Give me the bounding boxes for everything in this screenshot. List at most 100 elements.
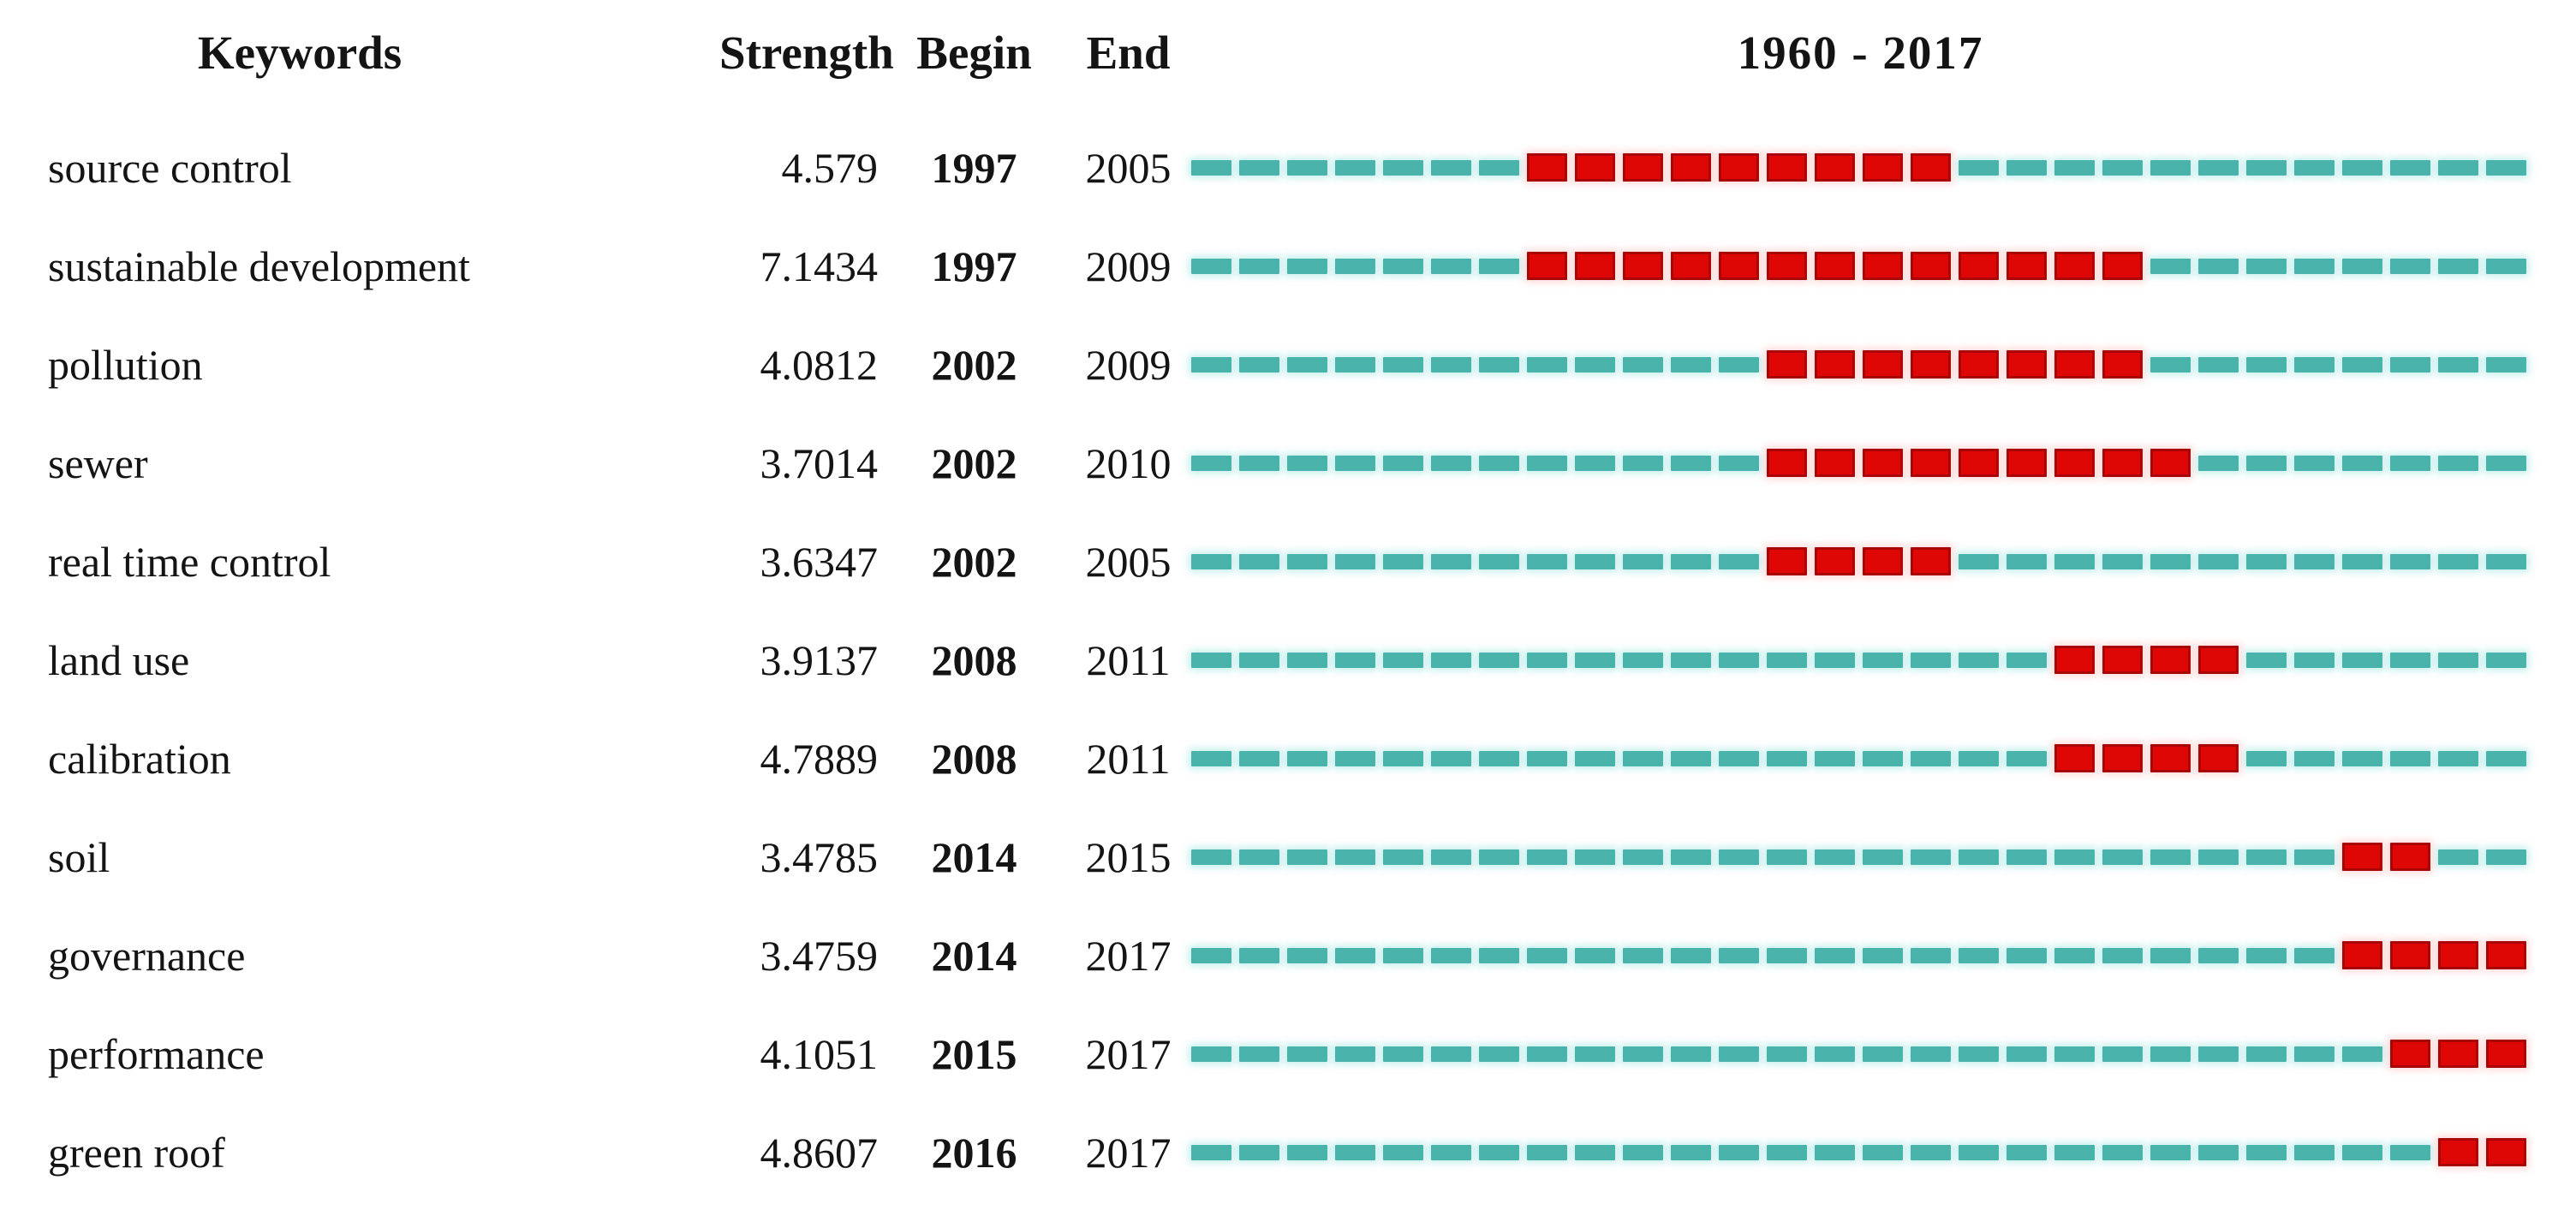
track-year-dash [2486,553,2526,569]
burst-year-dash [2102,449,2143,477]
track-year-dash [1191,652,1231,668]
track-year-dash [1287,159,1327,176]
track-year-dash [1431,1046,1471,1062]
track-year-dash [2102,849,2143,865]
end-year: 2017 [1085,1128,1172,1177]
burst-year-dash [1911,547,1951,575]
track-year-dash [1191,1046,1231,1062]
burst-year-dash [2390,1040,2430,1068]
track-year-dash [1191,553,1231,569]
burst-year-dash [1911,153,1951,182]
track-year-dash [1479,553,1519,569]
burst-year-dash [1911,350,1951,379]
burst-year-dash [1911,449,1951,477]
track-year-dash [1623,1144,1663,1160]
burst-year-dash [1959,252,1999,280]
burst-year-dash [2150,449,2191,477]
track-year-dash [1815,652,1855,668]
track-year-dash [1719,750,1759,766]
burst-year-dash [1767,449,1807,477]
track-year-dash [2342,1046,2382,1062]
track-year-dash [1191,849,1231,865]
burst-year-dash [1911,252,1951,280]
track-year-dash [2294,652,2334,668]
track-year-dash [1335,159,1375,176]
track-year-dash [1623,1046,1663,1062]
track-year-dash [1239,159,1279,176]
table-row: soil 3.4785 2014 2015 [0,808,2576,906]
track-year-dash [2198,1046,2239,1062]
keyword-label: performance [48,1029,265,1078]
timeline-track [1186,252,2535,280]
track-year-dash [2007,947,2047,963]
track-year-dash [1575,652,1615,668]
burst-year-dash [2390,941,2430,969]
track-year-dash [2007,1046,2047,1062]
track-year-dash [1959,1144,1999,1160]
burst-year-dash [2342,941,2382,969]
track-year-dash [2198,356,2239,373]
track-year-dash [1479,652,1519,668]
track-year-dash [1191,1144,1231,1160]
track-year-dash [1527,947,1567,963]
keyword-label: real time control [48,537,331,586]
track-year-dash [1863,849,1903,865]
track-year-dash [2390,455,2430,471]
burst-year-dash [1815,153,1855,182]
track-year-dash [1383,947,1423,963]
burst-year-dash [2054,449,2095,477]
burst-year-dash [2438,941,2478,969]
track-year-dash [1527,356,1567,373]
burst-year-dash [2438,1138,2478,1166]
track-year-dash [1287,455,1327,471]
timeline-track [1186,153,2535,182]
track-year-dash [2294,849,2334,865]
strength-value: 3.9137 [760,635,879,684]
track-year-dash [1191,159,1231,176]
track-year-dash [2246,356,2287,373]
track-year-dash [1959,652,1999,668]
burst-year-dash [1863,547,1903,575]
track-year-dash [1191,258,1231,274]
strength-value: 4.8607 [760,1128,879,1177]
track-year-dash [1575,356,1615,373]
track-year-dash [2294,750,2334,766]
table-row: pollution 4.0812 2002 2009 [0,315,2576,414]
track-year-dash [1911,849,1951,865]
track-year-dash [2198,553,2239,569]
end-year: 2011 [1086,734,1171,783]
track-year-dash [1911,1046,1951,1062]
track-year-dash [1527,849,1567,865]
track-year-dash [1335,750,1375,766]
track-year-dash [2246,258,2287,274]
timeline-track [1186,350,2535,379]
burst-year-dash [2150,744,2191,772]
timeline-track [1186,1040,2535,1068]
track-year-dash [2150,159,2191,176]
track-year-dash [2198,947,2239,963]
track-year-dash [2294,356,2334,373]
keyword-label: pollution [48,340,203,389]
table-row: governance 3.4759 2014 2017 [0,906,2576,1004]
track-year-dash [2102,1144,2143,1160]
track-year-dash [1959,1046,1999,1062]
keyword-label: governance [48,931,246,980]
track-year-dash [1671,356,1711,373]
burst-year-dash [2198,646,2239,674]
track-year-dash [1431,258,1471,274]
track-year-dash [2486,750,2526,766]
timeline-track [1186,1138,2535,1166]
track-year-dash [2486,455,2526,471]
track-year-dash [1575,1046,1615,1062]
track-year-dash [1623,652,1663,668]
burst-year-dash [2007,252,2047,280]
burst-year-dash [2054,252,2095,280]
track-year-dash [1527,1144,1567,1160]
track-year-dash [2342,750,2382,766]
timeline-track [1186,843,2535,871]
track-year-dash [1335,947,1375,963]
track-year-dash [1335,553,1375,569]
burst-year-dash [1719,153,1759,182]
track-year-dash [2342,159,2382,176]
